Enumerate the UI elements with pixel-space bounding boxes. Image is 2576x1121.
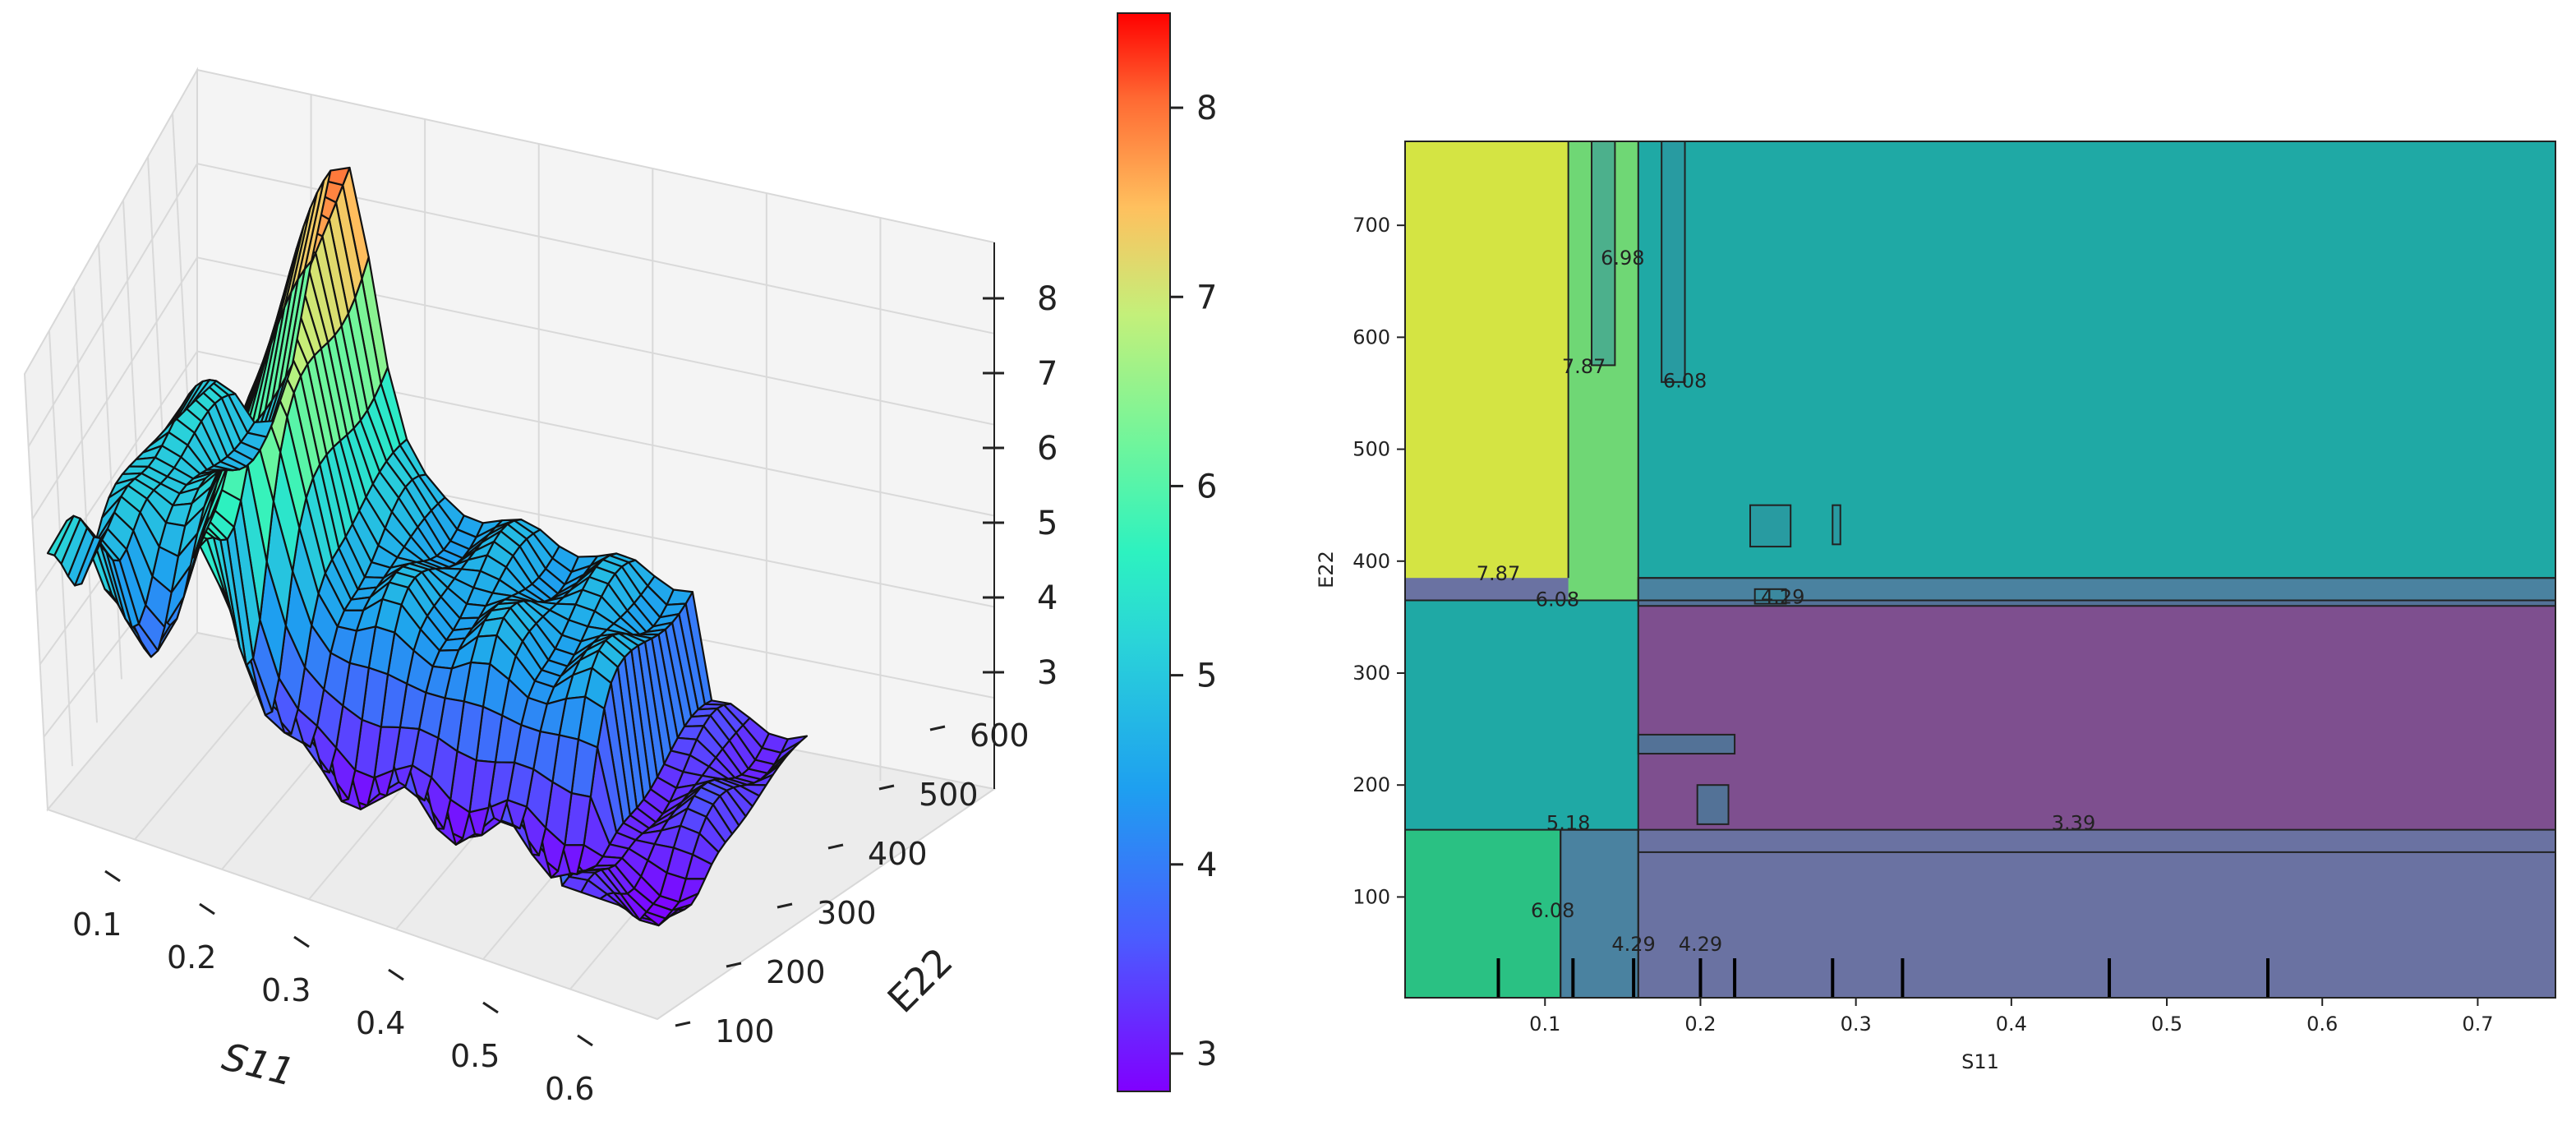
- x-tick-label: 0.4: [1996, 1013, 2027, 1036]
- colorbar: 3 4 5 6 7 8: [1117, 12, 1217, 1092]
- colorbar-tick-label: 5: [1196, 657, 1217, 695]
- colorbar-ticks: 3 4 5 6 7 8: [1170, 90, 1217, 1073]
- y-tick-label: 500: [1353, 438, 1390, 461]
- grid-line: [31, 256, 198, 520]
- contour-label: 7.87: [1477, 562, 1520, 585]
- x-tick-label: 0.6: [545, 1071, 594, 1107]
- y-tick-label: 400: [868, 836, 928, 872]
- x-tick-label: 0.1: [1529, 1013, 1560, 1036]
- contour-label: 4.29: [1761, 586, 1804, 609]
- y-tick-label: 500: [919, 777, 979, 813]
- contour-frame: [1404, 141, 2556, 999]
- y-tick-label: 100: [1353, 885, 1390, 908]
- x-tick: [104, 870, 121, 883]
- surface-plot: 3 4 5 6 7 8 0.1 0.2 0.3 0.4 0.5 0.6 100 200 300 400 500 6…: [23, 67, 1058, 1107]
- colorbar-tick-label: 7: [1196, 279, 1217, 316]
- surface: [46, 166, 809, 927]
- colorbar-gradient: [1117, 12, 1171, 1092]
- y-tick-label: 200: [766, 954, 826, 990]
- contour-label: 5.18: [1546, 812, 1590, 835]
- z-tick-label: 6: [1037, 430, 1058, 468]
- y-axis-label-3d: E22: [879, 939, 961, 1022]
- contour-label: 6.08: [1531, 899, 1574, 922]
- x-axis-label-3d: S11: [218, 1034, 298, 1095]
- contour-region: [1638, 851, 2555, 998]
- contour-region: [1405, 600, 1638, 830]
- contour-patch: [1832, 504, 1841, 546]
- y-tick: [675, 1021, 691, 1027]
- y-tick-label: 300: [817, 895, 877, 931]
- x-tick-label: 0.2: [167, 939, 216, 976]
- contour-label: 6.08: [1663, 370, 1707, 393]
- surface-facet: [46, 514, 75, 556]
- contour-label: 6.08: [1536, 588, 1579, 611]
- y-tick: [827, 843, 844, 850]
- colorbar-tick-label: 3: [1196, 1036, 1217, 1073]
- contour-patch: [1749, 504, 1792, 548]
- z-tick-label: 5: [1037, 505, 1058, 542]
- contour-label: 4.29: [1611, 933, 1655, 956]
- contour-patch: [1637, 733, 1736, 755]
- contour-lines: [1405, 141, 2556, 999]
- contour-label: 4.29: [1679, 933, 1722, 956]
- y-tick: [726, 962, 742, 968]
- z-tick-label: 8: [1037, 280, 1058, 318]
- x-tick-label: 0.7: [2462, 1013, 2493, 1036]
- x-tick: [482, 1001, 499, 1014]
- y-tick: [776, 902, 793, 909]
- contour-label: 6.98: [1601, 247, 1644, 270]
- grid-line: [98, 243, 122, 680]
- y-tick-label: 200: [1353, 773, 1390, 796]
- contour-labels: 7.87 7.87 6.98 6.08 6.08 4.29 5.18 3.39 6.08 4.29…: [1477, 247, 2095, 956]
- contour-patch: [1661, 141, 1686, 383]
- z-tick-label: 4: [1037, 579, 1058, 617]
- x-tick: [199, 902, 215, 916]
- contour-label: 7.87: [1562, 355, 1606, 378]
- contour-label: 3.39: [2052, 812, 2095, 835]
- x-tick: [293, 935, 310, 948]
- y-tick-label: 600: [970, 717, 1030, 754]
- x-tick: [388, 968, 404, 981]
- x-tick-label: 0.1: [72, 906, 122, 943]
- z-tick-label: 7: [1037, 355, 1058, 393]
- y-tick-label: 100: [715, 1013, 775, 1049]
- y-tick: [878, 784, 895, 791]
- y-tick-label: 400: [1353, 550, 1390, 573]
- contour-region: [1405, 829, 1561, 998]
- y-tick-label: 700: [1353, 214, 1390, 237]
- z-tick-label: 3: [1037, 654, 1058, 692]
- x-tick-label: 0.2: [1684, 1013, 1716, 1036]
- x-tick-label: 0.5: [2151, 1013, 2182, 1036]
- colorbar-tick-label: 8: [1196, 90, 1217, 127]
- y-axis-label-contour: E22: [1315, 551, 1338, 588]
- x-tick-label: 0.6: [2306, 1013, 2338, 1036]
- x-tick: [577, 1034, 593, 1047]
- x-axis-label-contour: S11: [1961, 1050, 1999, 1073]
- contour-region: [1405, 141, 1569, 579]
- axes-3d: 3 4 5 6 7 8 0.1 0.2 0.3 0.4 0.5 0.6 100 200 300 400 500 6…: [72, 242, 1058, 1107]
- contour-region: [1638, 600, 2555, 830]
- grid-line: [27, 163, 198, 447]
- x-tick-label: 0.3: [261, 972, 311, 1008]
- y-tick: [929, 725, 946, 731]
- x-tick-label: 0.4: [356, 1005, 405, 1041]
- rug-ticks: [1496, 958, 2270, 998]
- contour-patch: [1591, 141, 1616, 367]
- x-tick-label: 0.3: [1841, 1013, 1872, 1036]
- y-tick-label: 600: [1353, 325, 1390, 348]
- contour-patch: [1696, 784, 1730, 825]
- grid-line: [73, 287, 98, 723]
- contour-plot: 7.87 7.87 6.98 6.08 6.08 4.29 5.18 3.39 6.08 4.29…: [1315, 141, 2556, 1073]
- contour-ticks: 0.1 0.2 0.3 0.4 0.5 0.6 0.7 100 200 300 400 500 600 7…: [1353, 214, 2493, 1036]
- x-tick-label: 0.5: [450, 1038, 500, 1074]
- colorbar-tick-label: 4: [1196, 847, 1217, 884]
- colorbar-tick-label: 6: [1196, 468, 1217, 505]
- y-tick-label: 300: [1353, 662, 1390, 685]
